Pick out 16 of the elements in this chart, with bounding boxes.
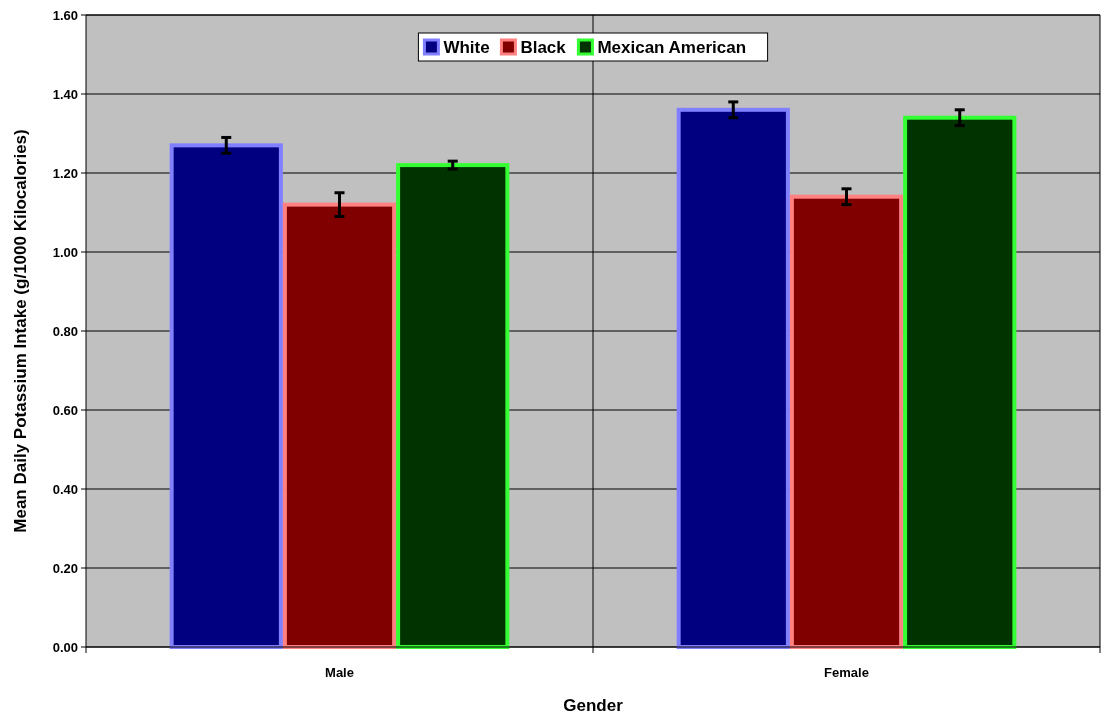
legend-label: Mexican American — [597, 37, 747, 57]
y-tick-label: 0.60 — [52, 402, 78, 418]
y-tick-label: 1.40 — [52, 86, 78, 102]
x-tick-label: Female — [824, 665, 869, 680]
legend-label: White — [443, 37, 490, 57]
x-tick-label: Male — [325, 665, 354, 680]
legend-label: Black — [520, 37, 567, 57]
y-axis-title: Mean Daily Potassium Intake (g/1000 Kilocalories) — [11, 129, 30, 533]
y-tick-label: 1.20 — [52, 165, 78, 181]
y-tick-label: 0.00 — [52, 639, 78, 655]
x-axis-title: Gender — [563, 696, 624, 715]
y-tick-label: 1.00 — [52, 244, 78, 260]
y-tick-label: 0.20 — [52, 560, 78, 576]
y-tick-label: 0.80 — [52, 323, 78, 339]
y-tick-label: 0.40 — [52, 481, 78, 497]
y-tick-label: 1.60 — [52, 7, 78, 23]
